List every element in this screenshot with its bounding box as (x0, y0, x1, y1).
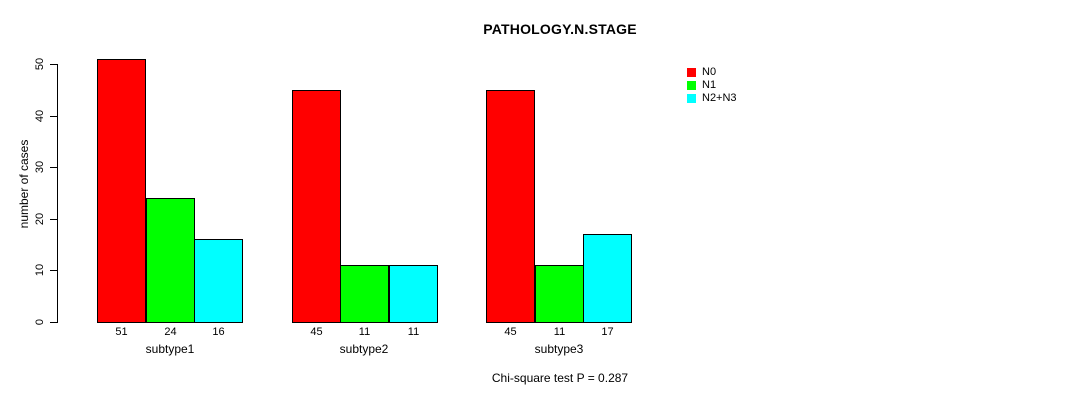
y-axis-line (57, 64, 58, 323)
legend-swatch-N2+N3 (687, 94, 696, 103)
y-tick-label: 50 (34, 57, 46, 71)
y-axis-tick (50, 116, 57, 117)
bar-N2+N3-subtype1 (194, 239, 243, 323)
bar-value-label: 45 (310, 326, 323, 338)
category-label-subtype1: subtype1 (145, 342, 195, 356)
y-tick-label: 0 (34, 318, 46, 326)
bar-N2+N3-subtype3 (583, 234, 632, 323)
y-tick-label: 20 (34, 212, 46, 226)
bar-value-label: 11 (407, 326, 420, 338)
bar-N0-subtype2 (292, 90, 341, 323)
bar-N0-subtype3 (486, 90, 535, 323)
legend-label-N1: N1 (702, 79, 717, 91)
bar-value-label: 45 (504, 326, 517, 338)
bar-value-label: 11 (358, 326, 371, 338)
legend-swatch-N0 (687, 68, 696, 77)
y-tick-label: 30 (34, 160, 46, 174)
bar-value-label: 11 (553, 326, 566, 338)
bar-value-label: 51 (115, 326, 128, 338)
y-axis-tick (50, 270, 57, 271)
legend-swatch-N1 (687, 81, 696, 90)
legend-label-N2+N3: N2+N3 (702, 92, 737, 104)
category-label-subtype3: subtype3 (534, 342, 584, 356)
y-axis-tick (50, 167, 57, 168)
bar-N1-subtype3 (535, 265, 584, 323)
bar-N0-subtype1 (97, 59, 146, 323)
bar-value-label: 17 (601, 326, 614, 338)
category-label-subtype2: subtype2 (339, 342, 389, 356)
bar-N1-subtype1 (146, 198, 195, 323)
y-axis-tick (50, 219, 57, 220)
y-axis-label: number of cases (17, 139, 31, 229)
chi-square-annotation: Chi-square test P = 0.287 (491, 371, 629, 385)
y-tick-label: 40 (34, 109, 46, 123)
bar-N2+N3-subtype2 (389, 265, 438, 323)
y-tick-label: 10 (34, 263, 46, 277)
bar-value-label: 16 (212, 326, 225, 338)
chart-title: PATHOLOGY.N.STAGE (483, 21, 637, 37)
legend-label-N0: N0 (702, 66, 717, 78)
bar-value-label: 24 (164, 326, 177, 338)
bar-N1-subtype2 (340, 265, 389, 323)
y-axis-tick (50, 64, 57, 65)
y-axis-tick (50, 322, 57, 323)
